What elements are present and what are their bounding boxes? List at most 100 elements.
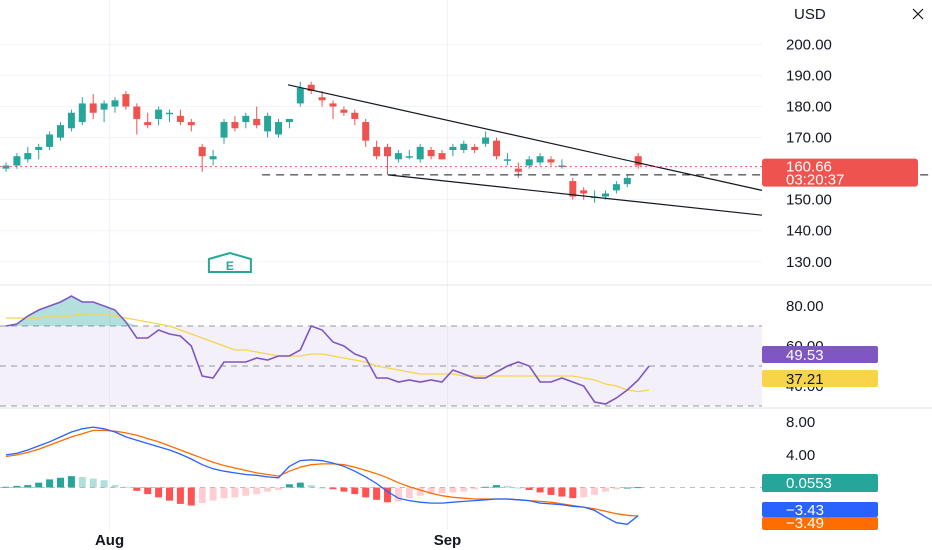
macd-histogram-bar — [13, 485, 21, 488]
macd-value-tag — [762, 502, 878, 517]
candle-body — [471, 146, 479, 150]
candle-body — [580, 190, 588, 194]
macd-histogram-bar — [558, 487, 566, 497]
macd-histogram-bar — [514, 487, 522, 489]
macd-histogram-bar — [623, 487, 631, 489]
candle-body — [24, 153, 32, 160]
macd-histogram-bar — [111, 485, 119, 488]
price-tick-label: 200.00 — [786, 36, 832, 53]
macd-histogram-bar — [525, 487, 533, 490]
candle-body — [166, 112, 173, 115]
candle-body — [253, 118, 261, 126]
macd-histogram-bar — [78, 476, 86, 488]
macd-histogram-bar — [634, 487, 642, 489]
macd-histogram-bar — [362, 487, 370, 498]
rsi-pane — [0, 295, 762, 407]
candle-body — [67, 112, 75, 129]
macd-histogram-bar — [471, 487, 479, 490]
chart-menu-icon[interactable] — [912, 8, 924, 20]
macd-hist-value: 0.0553 — [786, 475, 832, 492]
candle-body — [329, 103, 337, 107]
candle-body — [547, 159, 555, 163]
candle-body — [187, 122, 195, 126]
candle-body — [318, 97, 326, 101]
macd-histogram-bar — [231, 487, 239, 498]
candle-body — [220, 122, 228, 138]
candle-body — [111, 100, 119, 107]
price-tick-label: 180.00 — [786, 99, 832, 116]
rsi-line — [5, 295, 650, 405]
macd-signal-value: −3.49 — [786, 515, 824, 532]
candle-body — [514, 168, 522, 172]
macd-histogram-bar — [46, 479, 54, 488]
candle-body — [122, 94, 130, 107]
candle-body — [623, 177, 631, 185]
macd-histogram-bar — [569, 487, 577, 499]
candle-body — [394, 153, 402, 160]
candle-body — [275, 122, 282, 135]
rsi-ma-value: 37.21 — [786, 371, 824, 388]
macd-histogram-bar — [57, 477, 64, 488]
candle-body — [296, 87, 304, 104]
countdown-value: 03:20:37 — [786, 172, 844, 189]
candle-body — [133, 106, 141, 119]
candle-body — [155, 109, 163, 119]
macd-histogram-bar — [493, 485, 500, 488]
macd-histogram-bar — [122, 486, 130, 488]
macd-histogram-bar — [166, 487, 173, 501]
macd-histogram-bar — [176, 487, 184, 504]
candle-body — [405, 156, 413, 158]
price-tick-label: 150.00 — [786, 192, 832, 209]
macd-histogram-bar — [340, 487, 348, 492]
macd-histogram-bar — [242, 487, 250, 496]
earnings-marker-label: E — [226, 259, 234, 273]
macd-histogram-bar — [209, 487, 217, 501]
grid-lines — [0, 0, 932, 530]
candle-body — [144, 122, 152, 126]
macd-histogram-bar — [24, 485, 32, 488]
macd-histogram-bar — [547, 487, 555, 495]
macd-histogram-bar — [155, 487, 163, 498]
date-axis: Aug Sep — [95, 532, 461, 549]
macd-histogram-bar — [144, 487, 152, 495]
macd-histogram-bar — [253, 487, 261, 495]
rsi-overbought-fill — [6, 296, 650, 326]
rsi-value-tag — [762, 346, 878, 363]
earnings-marker-icon — [207, 251, 252, 273]
candle-body — [569, 181, 577, 197]
candle-body — [57, 125, 64, 138]
macd-histogram-bar — [351, 487, 359, 495]
candle-body — [100, 103, 108, 110]
macd-histogram-bar — [100, 480, 108, 488]
candle-body — [176, 115, 184, 123]
candle-body — [231, 122, 239, 129]
rsi-ma-value-tag — [762, 370, 878, 387]
trendline — [387, 174, 763, 216]
candle-body — [634, 156, 642, 166]
date-tick-label: Sep — [434, 532, 462, 549]
candle-body — [482, 137, 490, 144]
candle-body — [340, 109, 348, 113]
macd-histogram-bar — [2, 486, 10, 488]
candle-body — [13, 156, 21, 166]
candle-body — [438, 153, 446, 160]
macd-tick-label: 4.00 — [786, 447, 815, 464]
trendline — [287, 84, 763, 191]
price-tick-label: 130.00 — [786, 254, 832, 271]
macd-histogram-bar — [198, 487, 206, 504]
candle-body — [493, 140, 500, 157]
macd-histogram-bar — [296, 482, 304, 488]
candle-body — [307, 84, 315, 91]
macd-histogram-bar — [482, 486, 490, 488]
macd-histogram-bar — [503, 485, 511, 488]
rsi-tick-label: 80.00 — [786, 298, 824, 315]
macd-histogram-bar — [187, 487, 195, 506]
price-tick-label: 140.00 — [786, 223, 832, 240]
candle-body — [449, 146, 457, 150]
macd-pane — [0, 426, 762, 525]
last-price-value: 160.66 — [786, 159, 832, 176]
macd-histogram-bar — [438, 487, 446, 494]
candle-body — [264, 115, 272, 132]
